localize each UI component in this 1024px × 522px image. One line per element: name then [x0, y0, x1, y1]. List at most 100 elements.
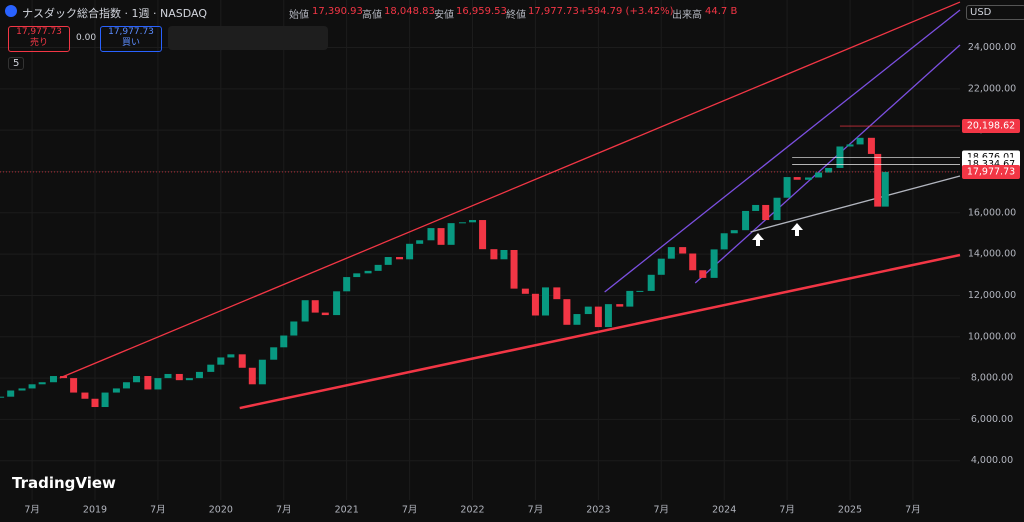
candle [70, 378, 78, 393]
open-label: 始値 [289, 10, 309, 21]
logo-icon [5, 5, 17, 17]
high-label: 高値 [362, 10, 382, 21]
x-tick-label: 2020 [209, 505, 233, 516]
candle [28, 384, 36, 389]
arrow [752, 233, 764, 246]
y-tick-label: 4,000.00 [971, 455, 1013, 466]
x-tick-label: 7月 [653, 505, 669, 516]
candle [541, 287, 549, 316]
y-tick-label: 10,000.00 [968, 331, 1016, 342]
candle [238, 354, 246, 368]
candle [270, 347, 278, 360]
candle [447, 223, 455, 245]
candle [81, 392, 89, 399]
drawing-toolbar[interactable] [168, 26, 328, 50]
candle [195, 371, 203, 379]
candle [154, 378, 162, 390]
y-tick-label: 24,000.00 [968, 42, 1016, 53]
candle [18, 388, 26, 391]
candle [867, 137, 875, 154]
candle [720, 233, 728, 250]
candle [280, 335, 288, 348]
candle [573, 314, 581, 325]
x-tick-label: 7月 [905, 505, 921, 516]
y-tick-label: 6,000.00 [971, 414, 1013, 425]
close-label: 終値 [506, 10, 526, 21]
candle [122, 382, 130, 389]
candle [679, 247, 687, 254]
candle [825, 167, 833, 173]
candle [667, 247, 675, 259]
indicator-count[interactable]: 5 [8, 57, 25, 70]
candle [521, 288, 529, 294]
price-label: 18,676.01 [967, 152, 1015, 163]
candle [584, 306, 592, 315]
trend-line [59, 1, 961, 379]
candle [752, 204, 760, 211]
candle [458, 222, 466, 224]
price-label: 20,198.62 [967, 121, 1015, 132]
candle [594, 306, 602, 328]
buy-price: 17,977.73 [108, 27, 154, 37]
x-tick-label: 7月 [779, 505, 795, 516]
candle [333, 291, 341, 316]
candle [710, 249, 718, 278]
candle [427, 228, 435, 241]
volume-value: 44.7 B [705, 6, 738, 17]
candle [374, 264, 382, 271]
candle [248, 367, 256, 385]
arrow [791, 223, 803, 236]
candle [144, 376, 152, 390]
price-label: 18,334.67 [967, 159, 1015, 170]
trend-line [604, 9, 961, 293]
x-tick-label: 7月 [276, 505, 292, 516]
y-tick-label: 14,000.00 [968, 249, 1016, 260]
x-tick-label: 2023 [586, 505, 610, 516]
candle [91, 398, 99, 408]
sell-price: 17,977.73 [16, 27, 62, 37]
candle [553, 287, 561, 300]
candle [479, 220, 487, 250]
candle [60, 376, 68, 379]
price-label-box [962, 164, 1020, 179]
low-value: 16,959.53 [456, 6, 507, 17]
high-value: 18,048.83 [384, 6, 435, 17]
buy-label: 買い [121, 38, 140, 48]
y-tick-label: 12,000.00 [968, 290, 1016, 301]
symbol-title[interactable]: ナスダック総合指数 · 1週 · NASDAQ [22, 7, 207, 20]
candle [437, 228, 445, 245]
low-label: 安値 [434, 10, 454, 21]
candle [657, 258, 665, 275]
candle [290, 321, 298, 336]
candle [227, 354, 235, 358]
x-tick-label: 7月 [402, 505, 418, 516]
candle [510, 250, 518, 289]
candle [207, 364, 215, 372]
open-value: 17,390.93 [312, 6, 363, 17]
candle [793, 177, 801, 180]
candle [258, 359, 266, 385]
candle [133, 376, 141, 383]
sell-button[interactable]: 17,977.73 売り [8, 26, 70, 52]
candle [353, 273, 361, 278]
candle [343, 277, 351, 292]
y-tick-label: 16,000.00 [968, 207, 1016, 218]
candle [762, 204, 770, 221]
y-tick-label: 22,000.00 [968, 83, 1016, 94]
x-tick-label: 2019 [83, 505, 107, 516]
close-value: 17,977.73 [528, 6, 579, 17]
trend-line [694, 44, 961, 284]
x-tick-label: 2021 [335, 505, 359, 516]
candle [164, 373, 172, 379]
candle [7, 390, 15, 397]
buy-button[interactable]: 17,977.73 買い [100, 26, 162, 52]
currency[interactable]: USD [966, 5, 1024, 20]
change: +594.79 (+3.42%) [579, 6, 674, 17]
candle [469, 220, 477, 223]
x-tick-label: 7月 [150, 505, 166, 516]
trend-line [750, 175, 961, 233]
candle [783, 177, 791, 198]
candle [364, 270, 372, 274]
